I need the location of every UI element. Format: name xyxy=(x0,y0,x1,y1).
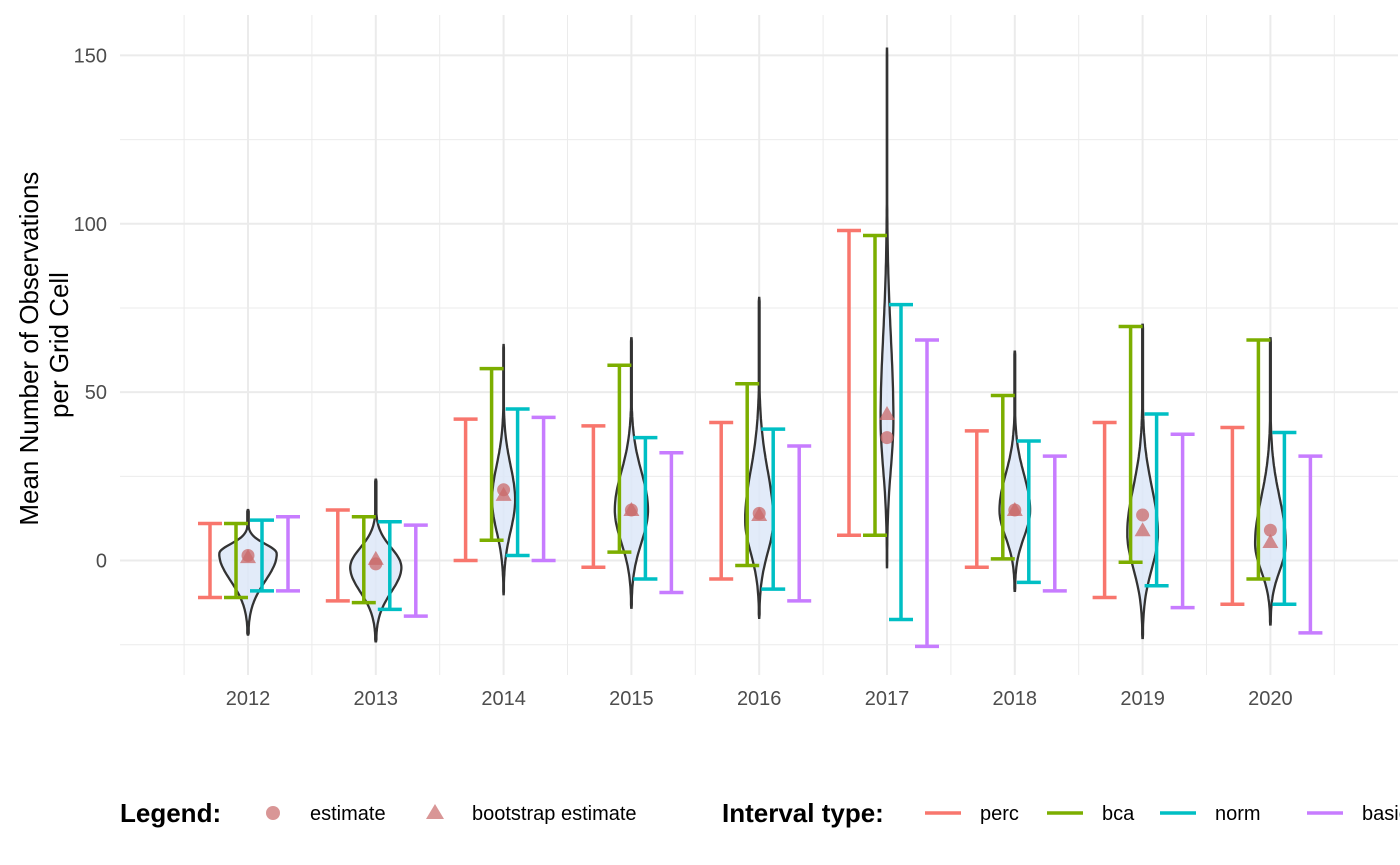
violin-2015 xyxy=(613,337,650,609)
errorbar-basic-2018 xyxy=(1042,454,1067,593)
errorbar-norm-2017 xyxy=(889,302,913,622)
legend-basic-label: basic xyxy=(1362,803,1400,825)
errorbar-norm-2014 xyxy=(505,407,530,558)
violin-2016 xyxy=(744,296,775,619)
legend-bootstrap-label: bootstrap estimate xyxy=(472,803,637,825)
legend-bootstrap-key xyxy=(426,804,444,819)
errorbar-bca-2012 xyxy=(224,521,248,600)
errorbar-basic-2012 xyxy=(276,514,300,593)
x-tick-label: 2018 xyxy=(993,688,1038,710)
y-tick-label: 100 xyxy=(74,214,107,236)
violins xyxy=(218,47,1287,643)
errorbar-basic-2017 xyxy=(915,338,939,649)
errorbar-norm-2019 xyxy=(1144,412,1169,588)
bootstrap-estimate-point-2013 xyxy=(367,550,384,565)
errorbar-perc-2017 xyxy=(837,228,861,538)
errorbar-perc-2014 xyxy=(453,417,478,563)
interval-legend-title: Interval type: xyxy=(722,798,884,828)
estimate-point-2019 xyxy=(1136,508,1150,522)
y-tick-label: 150 xyxy=(74,45,107,67)
errorbar-perc-2013 xyxy=(325,508,350,603)
bootstrap-estimate-point-2014 xyxy=(495,486,512,501)
errorbar-norm-2020 xyxy=(1272,430,1297,607)
x-tick-label: 2015 xyxy=(609,688,654,710)
bootstrap-estimate-point-2016 xyxy=(751,507,768,522)
errorbar-norm-2015 xyxy=(633,435,658,581)
estimate-point-2020 xyxy=(1263,523,1277,537)
y-axis-ticks: 0 50 100 150 xyxy=(74,45,107,572)
errorbar-basic-2015 xyxy=(659,451,684,595)
bootstrap-estimate-point-2015 xyxy=(623,502,640,516)
errorbar-basic-2019 xyxy=(1170,432,1195,610)
errorbar-perc-2018 xyxy=(964,429,989,569)
bootstrap-estimate-point-2020 xyxy=(1262,533,1279,548)
errorbar-bca-2017 xyxy=(863,233,887,538)
y-axis-title: Mean Number of Observations per Grid Cel… xyxy=(14,164,74,525)
errorbar-bca-2020 xyxy=(1246,338,1271,581)
legend-estimate-key xyxy=(266,806,280,820)
errorbar-basic-2016 xyxy=(787,444,812,603)
estimate-points xyxy=(240,406,1279,571)
legend-title: Legend: xyxy=(120,798,221,828)
errorbar-bca-2018 xyxy=(990,393,1015,561)
legend-perc-label: perc xyxy=(980,803,1019,825)
errorbar-norm-2018 xyxy=(1016,439,1041,585)
errorbar-basic-2014 xyxy=(531,415,556,563)
errorbar-bca-2016 xyxy=(735,381,760,568)
legend-estimate-label: estimate xyxy=(310,803,386,825)
y-tick-label: 50 xyxy=(85,382,107,404)
bootstrap-estimate-point-2019 xyxy=(1134,522,1151,537)
errorbar-bca-2013 xyxy=(351,514,376,605)
legend-norm-label: norm xyxy=(1215,803,1261,825)
x-tick-label: 2013 xyxy=(354,688,399,710)
errorbar-bca-2019 xyxy=(1118,324,1143,564)
errorbar-norm-2016 xyxy=(761,427,786,591)
errorbar-bca-2014 xyxy=(479,366,504,543)
errorbar-perc-2012 xyxy=(198,521,222,600)
x-tick-label: 2017 xyxy=(865,688,910,710)
x-tick-label: 2014 xyxy=(481,688,526,710)
errorbar-norm-2013 xyxy=(377,520,402,612)
y-axis-title-line-1: Mean Number of Observations xyxy=(14,172,44,526)
bootstrap-estimate-point-2018 xyxy=(1006,502,1023,516)
errorbar-basic-2013 xyxy=(403,523,428,618)
errorbar-perc-2020 xyxy=(1220,425,1245,607)
x-tick-label: 2019 xyxy=(1120,688,1165,710)
legend-bca-label: bca xyxy=(1102,803,1135,825)
errorbar-bca-2015 xyxy=(607,363,632,554)
x-tick-label: 2012 xyxy=(226,688,271,710)
errorbar-perc-2019 xyxy=(1092,420,1117,600)
x-axis-ticks: 2012 2013 2014 2015 2016 2017 2018 2019 2020 xyxy=(226,688,1293,710)
y-tick-label: 0 xyxy=(96,551,107,573)
violin-2012 xyxy=(218,508,278,636)
errorbar-norm-2012 xyxy=(250,518,274,593)
x-tick-label: 2020 xyxy=(1248,688,1293,710)
estimate-point-2017 xyxy=(880,431,894,445)
interval-errorbars xyxy=(198,228,1323,649)
errorbar-basic-2020 xyxy=(1298,454,1323,635)
legend: Legend: estimate bootstrap estimate Inte… xyxy=(120,798,1400,828)
y-axis-title-line-2: per Grid Cell xyxy=(44,272,74,418)
errorbar-perc-2016 xyxy=(709,420,734,581)
x-tick-label: 2016 xyxy=(737,688,782,710)
errorbar-perc-2015 xyxy=(581,424,606,569)
bootstrap-estimate-point-2012 xyxy=(240,549,256,564)
bootstrap-estimate-point-2017 xyxy=(879,406,895,421)
